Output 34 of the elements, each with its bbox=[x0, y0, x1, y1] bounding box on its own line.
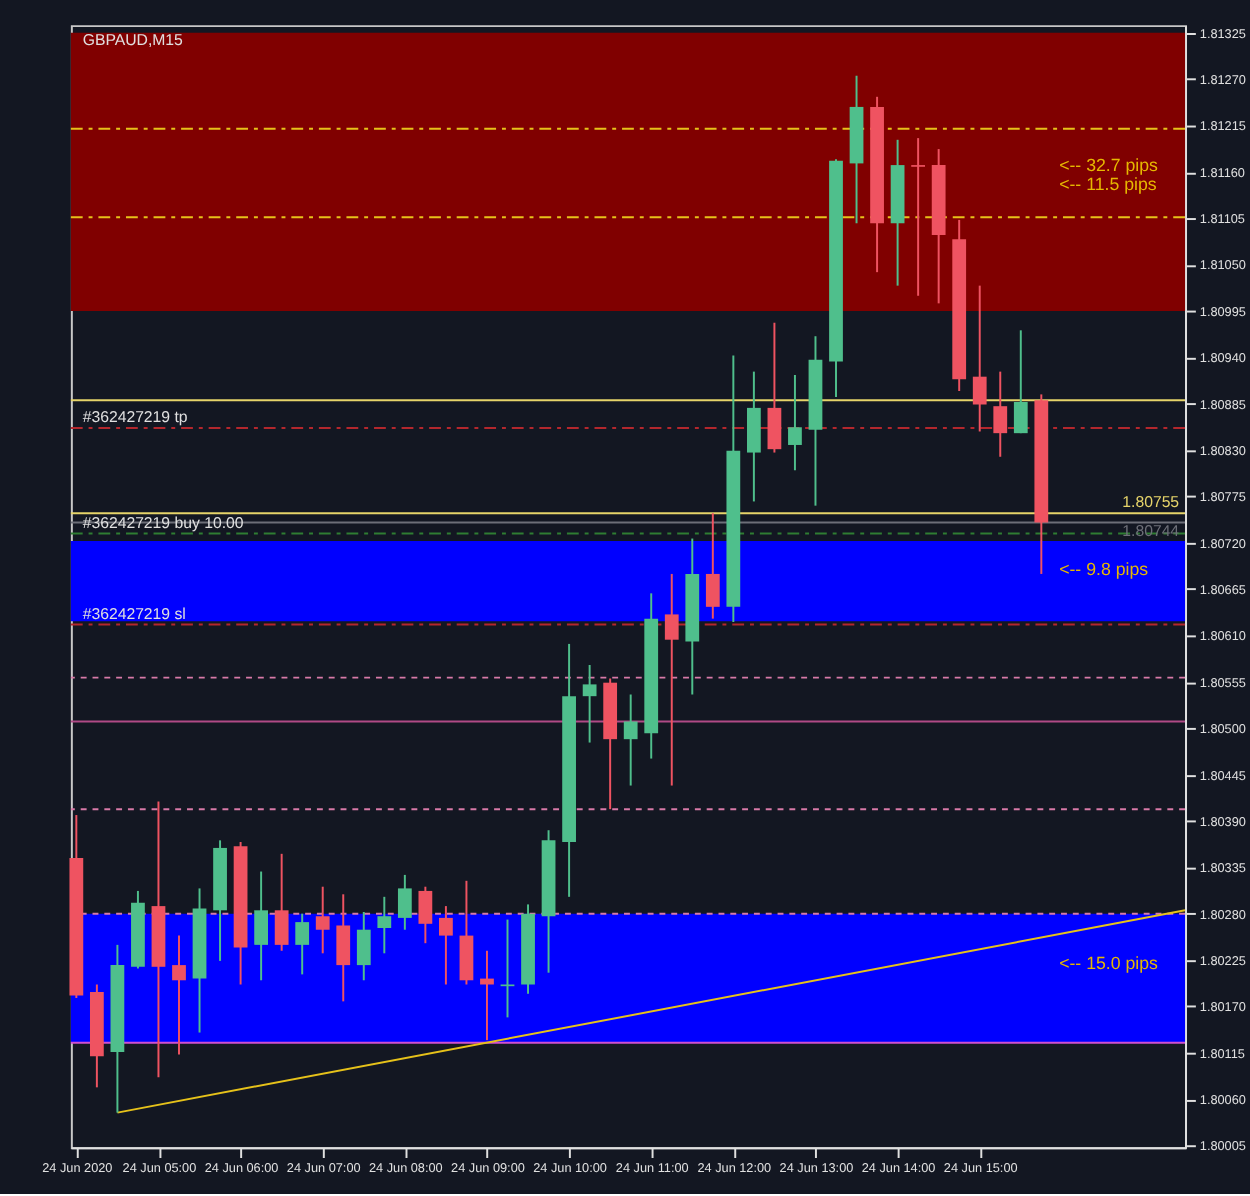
candlestick bbox=[274, 852, 289, 952]
candlestick bbox=[172, 934, 186, 1056]
candlestick bbox=[746, 370, 761, 503]
candlestick bbox=[1013, 329, 1028, 435]
ref-line-label: #362427219 tp bbox=[82, 408, 189, 427]
candlestick bbox=[439, 905, 453, 986]
candlestick bbox=[582, 664, 597, 744]
annotation: <-- 15.0 pips bbox=[1059, 953, 1160, 974]
ref-line-label: #362427219 buy 10.00 bbox=[82, 513, 245, 532]
candlestick bbox=[664, 572, 679, 787]
ref-line-label: 1.80755 bbox=[1122, 493, 1181, 512]
annotation: <-- 32.7 pips bbox=[1059, 155, 1160, 176]
candlestick bbox=[356, 911, 371, 982]
candlestick bbox=[623, 693, 638, 787]
annotation: <-- 11.5 pips bbox=[1059, 174, 1158, 195]
ref-line-label: #362427219 sl bbox=[82, 604, 187, 623]
candlestick bbox=[418, 885, 433, 945]
candlestick bbox=[705, 512, 720, 620]
candlestick bbox=[767, 321, 782, 454]
candlestick bbox=[788, 374, 802, 472]
candlestick bbox=[377, 895, 392, 955]
candlestick bbox=[295, 912, 310, 976]
candlestick bbox=[459, 879, 474, 986]
candlestick bbox=[993, 370, 1008, 458]
chart-title: GBPAUD,M15 bbox=[82, 30, 185, 49]
ref-line-label: 1.80744 bbox=[1122, 522, 1181, 541]
candlestick bbox=[500, 918, 515, 1019]
candlestick bbox=[911, 137, 926, 297]
candlestick bbox=[397, 873, 412, 931]
candlestick bbox=[254, 870, 269, 982]
annotation: <-- 9.8 pips bbox=[1059, 559, 1150, 580]
candlestick bbox=[315, 885, 330, 955]
candlestick bbox=[336, 893, 351, 1003]
candlestick bbox=[972, 284, 987, 433]
